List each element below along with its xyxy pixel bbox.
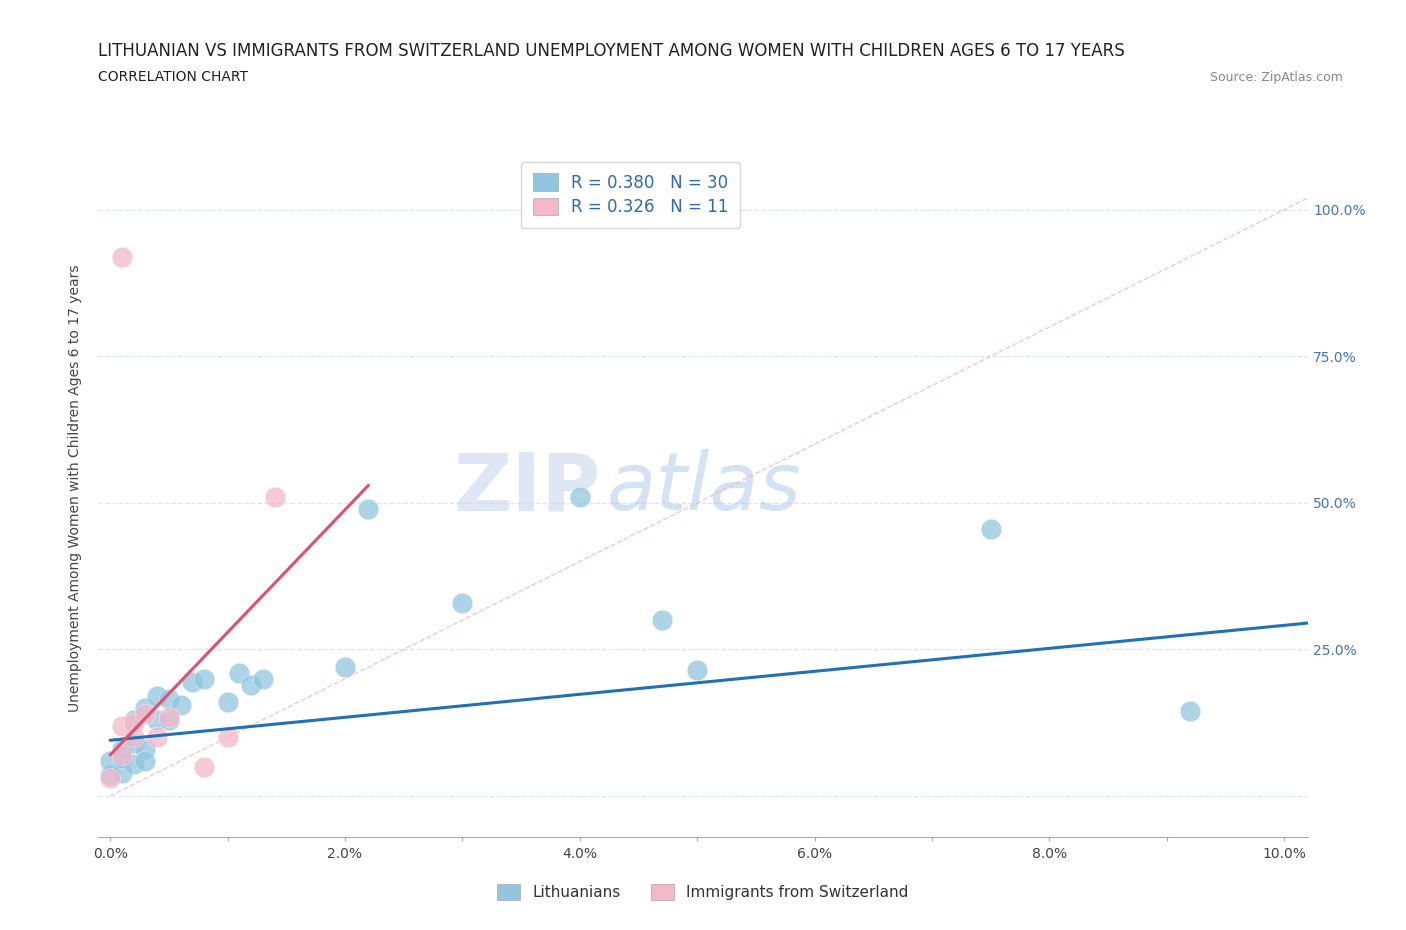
Point [111, 751, 134, 765]
Point [169, 698, 191, 712]
Point [98, 771, 121, 786]
Point [122, 736, 145, 751]
Point [122, 756, 145, 771]
Point [111, 741, 134, 756]
Point [134, 707, 156, 722]
Text: LITHUANIAN VS IMMIGRANTS FROM SWITZERLAND UNEMPLOYMENT AMONG WOMEN WITH CHILDREN: LITHUANIAN VS IMMIGRANTS FROM SWITZERLAN… [98, 43, 1125, 60]
Point [146, 712, 169, 727]
Point [181, 674, 204, 689]
Point [157, 692, 180, 707]
Point [651, 613, 673, 628]
Text: CORRELATION CHART: CORRELATION CHART [98, 70, 249, 84]
Point [252, 671, 274, 686]
Point [146, 689, 169, 704]
Text: Source: ZipAtlas.com: Source: ZipAtlas.com [1209, 71, 1343, 84]
Point [240, 677, 263, 692]
Point [146, 730, 169, 745]
Point [217, 730, 239, 745]
Point [333, 659, 356, 674]
Point [686, 662, 709, 677]
Point [134, 753, 156, 768]
Point [98, 753, 121, 768]
Point [263, 489, 285, 504]
Point [568, 489, 591, 504]
Point [122, 730, 145, 745]
Point [122, 712, 145, 727]
Point [157, 712, 180, 727]
Legend: Lithuanians, Immigrants from Switzerland: Lithuanians, Immigrants from Switzerland [491, 878, 915, 906]
Text: atlas: atlas [606, 449, 801, 527]
Point [134, 741, 156, 756]
Point [111, 748, 134, 763]
Point [228, 666, 250, 681]
Point [357, 501, 380, 516]
Text: ZIP: ZIP [453, 449, 600, 527]
Point [122, 715, 145, 730]
Point [451, 595, 474, 610]
Y-axis label: Unemployment Among Women with Children Ages 6 to 17 years: Unemployment Among Women with Children A… [69, 264, 83, 712]
Point [111, 718, 134, 733]
Point [193, 671, 215, 686]
Point [134, 700, 156, 715]
Point [157, 710, 180, 724]
Point [111, 765, 134, 780]
Point [1180, 703, 1202, 718]
Point [193, 759, 215, 774]
Point [98, 768, 121, 783]
Point [217, 695, 239, 710]
Point [111, 249, 134, 264]
Point [980, 522, 1002, 537]
